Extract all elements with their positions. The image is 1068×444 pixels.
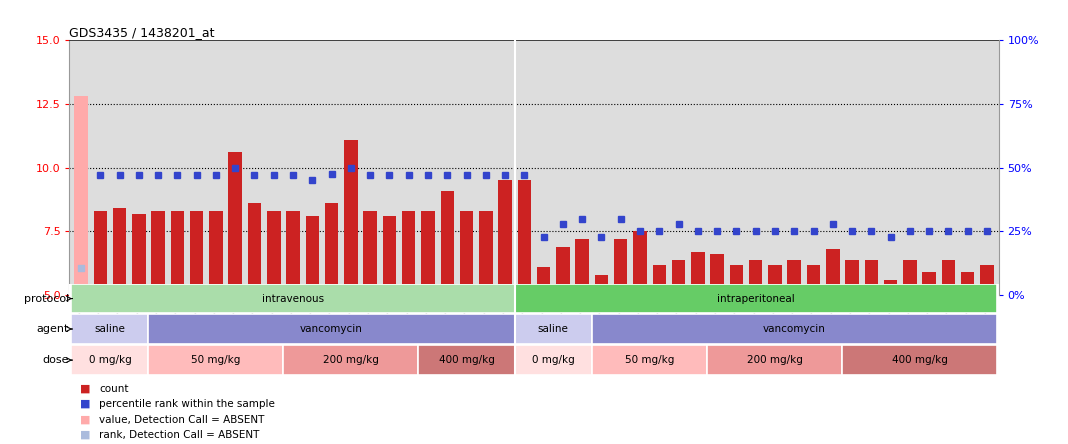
Text: 400 mg/kg: 400 mg/kg (439, 355, 494, 365)
Bar (94, 211, 107, 295)
Text: agent: agent (36, 324, 69, 334)
Text: rank, Detection Call = ABSENT: rank, Detection Call = ABSENT (99, 430, 260, 440)
Bar (113, 208, 126, 295)
Bar (363, 211, 377, 295)
Bar (710, 254, 724, 295)
Text: saline: saline (94, 324, 125, 334)
Bar (707, 345, 843, 375)
Text: vancomycin: vancomycin (763, 324, 826, 334)
Bar (72, 314, 148, 344)
Bar (344, 139, 358, 295)
Text: dose: dose (43, 355, 69, 365)
Text: GDS3435 / 1438201_at: GDS3435 / 1438201_at (69, 26, 215, 39)
Bar (904, 259, 916, 295)
Bar (419, 345, 515, 375)
Text: 0 mg/kg: 0 mg/kg (532, 355, 575, 365)
Text: 50 mg/kg: 50 mg/kg (191, 355, 240, 365)
Text: 200 mg/kg: 200 mg/kg (323, 355, 379, 365)
Text: ■: ■ (80, 415, 91, 424)
Bar (440, 190, 454, 295)
Bar (460, 211, 473, 295)
Text: ■: ■ (80, 430, 91, 440)
Bar (576, 239, 588, 295)
Bar (305, 216, 319, 295)
Bar (884, 280, 897, 295)
Bar (518, 180, 531, 295)
Bar (75, 96, 88, 295)
Bar (515, 345, 592, 375)
Bar (961, 272, 974, 295)
Bar (942, 259, 955, 295)
Bar (267, 211, 281, 295)
Text: 0 mg/kg: 0 mg/kg (89, 355, 131, 365)
Bar (556, 247, 569, 295)
Bar (980, 265, 993, 295)
Bar (806, 265, 820, 295)
Bar (190, 211, 203, 295)
Bar (283, 345, 419, 375)
Text: protocol: protocol (23, 293, 69, 304)
Bar (515, 284, 996, 313)
Bar (653, 265, 666, 295)
Bar (171, 211, 184, 295)
Bar (787, 259, 801, 295)
Bar (248, 203, 262, 295)
Bar (672, 259, 686, 295)
Bar (846, 259, 859, 295)
Text: count: count (99, 384, 129, 393)
Text: saline: saline (538, 324, 569, 334)
Bar (148, 314, 515, 344)
Bar (691, 252, 705, 295)
Bar (537, 267, 550, 295)
Bar (132, 214, 145, 295)
Bar (421, 211, 435, 295)
Bar (595, 275, 608, 295)
Bar (72, 345, 148, 375)
Text: 400 mg/kg: 400 mg/kg (892, 355, 947, 365)
Bar (148, 345, 283, 375)
Bar (826, 249, 839, 295)
Bar (72, 284, 515, 313)
Bar (749, 259, 763, 295)
Bar (843, 345, 996, 375)
Bar (382, 216, 396, 295)
Bar (229, 152, 242, 295)
Bar (325, 203, 339, 295)
Text: value, Detection Call = ABSENT: value, Detection Call = ABSENT (99, 415, 265, 424)
Bar (614, 239, 628, 295)
Bar (515, 314, 592, 344)
Bar (480, 211, 492, 295)
Bar (729, 265, 743, 295)
Text: ■: ■ (80, 384, 91, 393)
Text: intravenous: intravenous (262, 293, 324, 304)
Bar (152, 211, 164, 295)
Bar (209, 211, 222, 295)
Text: 50 mg/kg: 50 mg/kg (625, 355, 674, 365)
Text: ■: ■ (80, 399, 91, 409)
Bar (923, 272, 936, 295)
Bar (499, 180, 512, 295)
Bar (402, 211, 415, 295)
Bar (865, 259, 878, 295)
Bar (592, 345, 707, 375)
Text: 200 mg/kg: 200 mg/kg (747, 355, 803, 365)
Text: vancomycin: vancomycin (300, 324, 363, 334)
Bar (633, 231, 647, 295)
Bar (768, 265, 782, 295)
Bar (286, 211, 300, 295)
Text: percentile rank within the sample: percentile rank within the sample (99, 399, 276, 409)
Text: intraperitoneal: intraperitoneal (717, 293, 795, 304)
Bar (592, 314, 996, 344)
